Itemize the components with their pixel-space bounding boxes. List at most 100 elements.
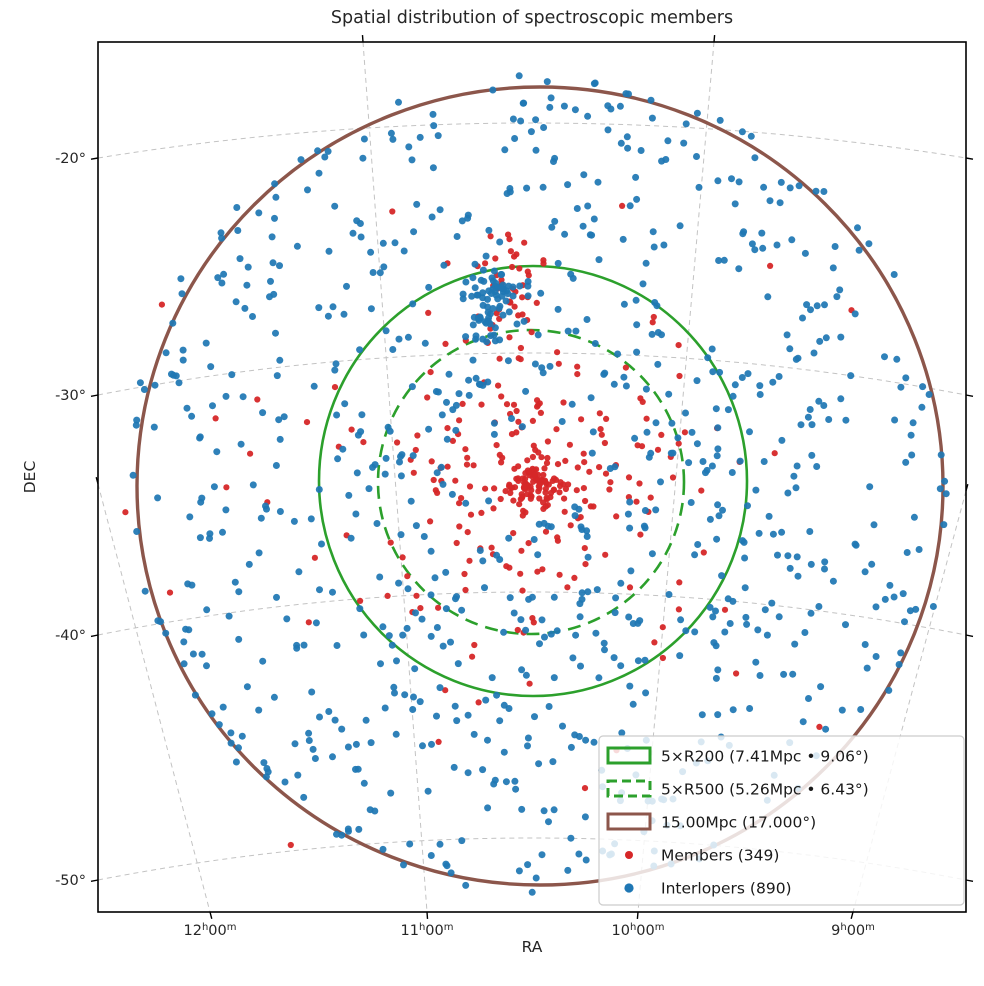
member-point — [521, 479, 528, 486]
interloper-point — [133, 528, 141, 535]
member-point — [507, 489, 514, 497]
member-point — [166, 589, 174, 596]
interloper-point — [393, 657, 400, 665]
interloper-point — [391, 689, 398, 697]
interloper-point — [413, 200, 421, 208]
legend-box — [598, 735, 965, 906]
interloper-point — [387, 129, 395, 137]
interloper-point — [693, 109, 701, 117]
member-point — [513, 429, 520, 436]
interloper-point — [752, 486, 760, 494]
interloper-point — [870, 521, 878, 529]
interloper-point — [893, 355, 901, 363]
interloper-point — [490, 267, 498, 275]
member-point — [647, 494, 654, 501]
interloper-point — [365, 485, 373, 493]
member-point — [507, 248, 514, 255]
tick-mark — [90, 394, 99, 398]
chart-title: Spatial distribution of spectroscopic me… — [330, 8, 734, 28]
interloper-point — [909, 419, 917, 427]
interloper-point — [564, 866, 572, 874]
interloper-point — [604, 126, 612, 134]
interloper-point — [150, 423, 158, 431]
interloper-point — [198, 650, 206, 658]
interloper-point — [651, 299, 659, 306]
interloper-point — [496, 238, 504, 246]
interloper-point — [535, 760, 543, 768]
interloper-point — [657, 478, 664, 486]
interloper-point — [424, 787, 432, 795]
interloper-point — [712, 607, 719, 615]
member-point — [461, 570, 468, 578]
interloper-point — [352, 740, 360, 748]
interloper-point — [329, 588, 336, 596]
interloper-point — [792, 484, 800, 492]
interloper-point — [475, 380, 483, 388]
interloper-point — [239, 393, 247, 401]
interloper-point — [532, 116, 540, 124]
interloper-point — [479, 557, 487, 565]
interloper-point — [769, 378, 777, 386]
legend-marker-members — [625, 851, 633, 859]
member-point — [669, 474, 677, 481]
member-point — [733, 670, 740, 677]
interloper-point — [141, 587, 149, 595]
member-point — [503, 401, 511, 408]
interloper-point — [312, 619, 320, 627]
interloper-point — [784, 489, 792, 497]
interloper-point — [524, 861, 532, 869]
interloper-point — [484, 736, 491, 744]
member-point — [442, 340, 449, 347]
interloper-point — [419, 742, 426, 750]
interloper-point — [810, 349, 818, 357]
interloper-point — [643, 428, 651, 436]
interloper-point — [237, 440, 245, 448]
interloper-point — [622, 382, 630, 390]
interloper-point — [698, 711, 706, 719]
interloper-point — [496, 336, 504, 344]
member-point — [506, 334, 513, 341]
interloper-point — [885, 686, 893, 694]
interloper-point — [464, 711, 472, 719]
interloper-point — [558, 418, 566, 425]
member-point — [554, 349, 561, 356]
interloper-point — [453, 593, 460, 601]
member-point — [535, 488, 542, 495]
interloper-point — [324, 312, 332, 320]
interloper-point — [177, 275, 185, 283]
interloper-point — [505, 308, 513, 316]
ra-gridline — [98, 483, 211, 912]
interloper-point — [390, 683, 398, 691]
member-point — [471, 641, 478, 649]
interloper-point — [682, 120, 690, 128]
interloper-point — [742, 613, 750, 621]
interloper-point — [489, 86, 497, 94]
interloper-point — [511, 135, 519, 142]
member-point — [544, 454, 551, 462]
interloper-point — [791, 640, 799, 648]
interloper-point — [209, 402, 216, 410]
interloper-point — [685, 459, 693, 467]
interloper-point — [587, 394, 595, 402]
interloper-point — [626, 498, 634, 506]
member-point — [540, 471, 547, 479]
interloper-point — [479, 289, 487, 297]
interloper-point — [443, 435, 451, 443]
interloper-point — [345, 491, 353, 499]
member-point — [412, 446, 419, 454]
interloper-point — [454, 660, 462, 668]
member-point — [287, 841, 294, 849]
interloper-point — [660, 241, 668, 249]
interloper-point — [354, 765, 362, 773]
interloper-point — [220, 270, 228, 278]
interloper-point — [806, 528, 814, 535]
interloper-point — [667, 449, 675, 457]
interloper-point — [831, 243, 839, 250]
interloper-point — [391, 239, 399, 247]
interloper-point — [409, 706, 417, 713]
interloper-point — [784, 552, 792, 560]
interloper-point — [793, 462, 801, 470]
interloper-point — [649, 228, 657, 236]
ticks — [90, 34, 974, 920]
interloper-point — [576, 613, 584, 621]
